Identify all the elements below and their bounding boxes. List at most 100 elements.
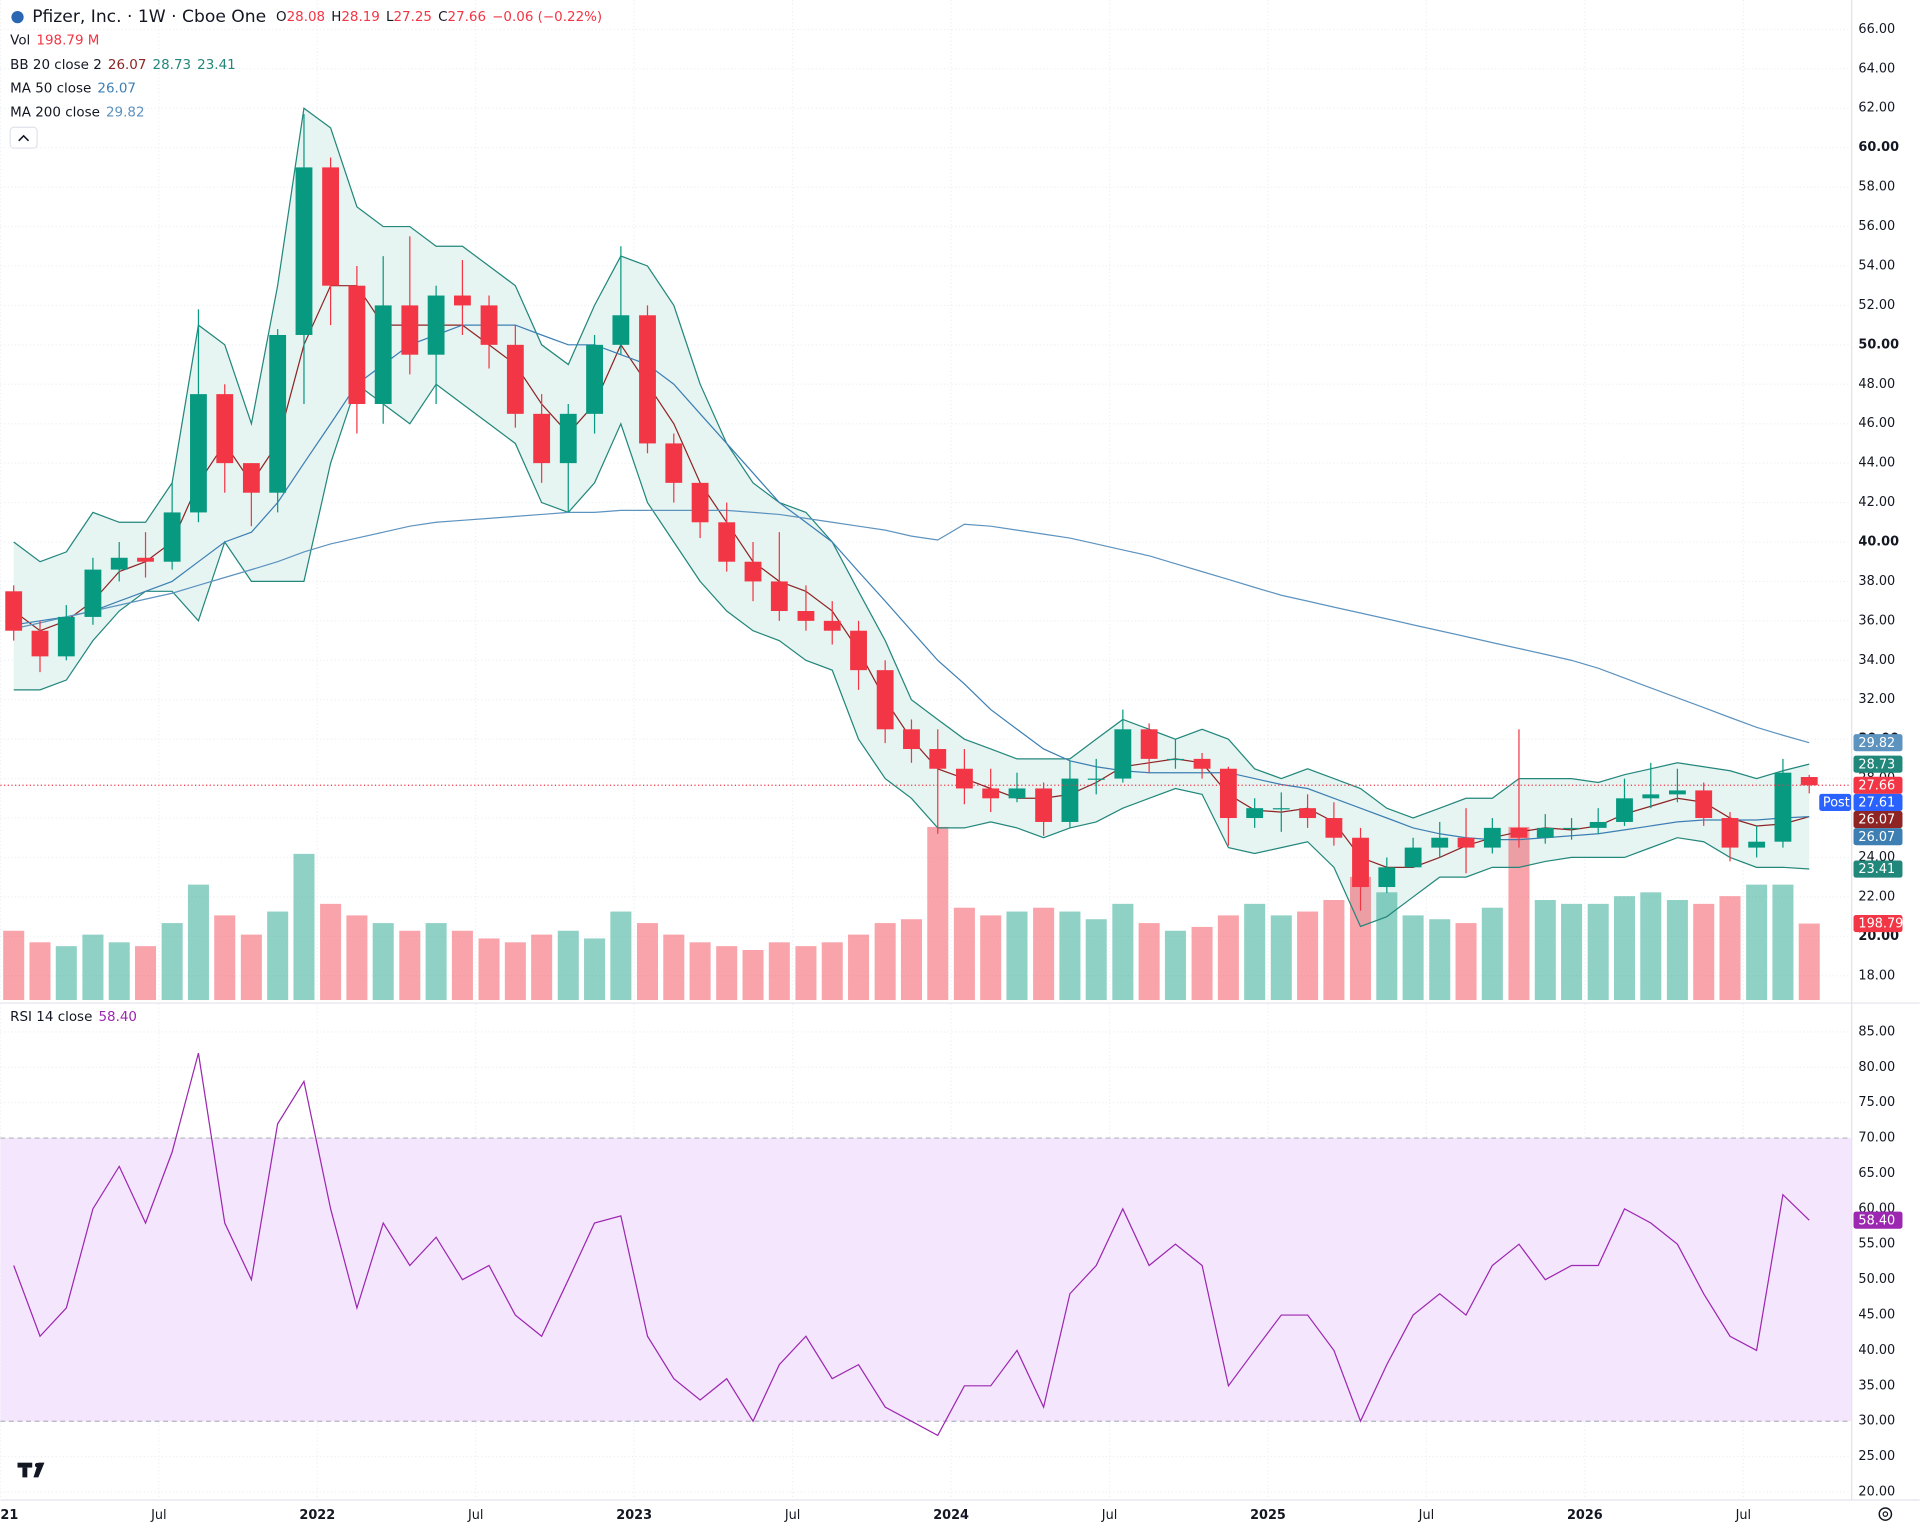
legend-name: MA 50 close — [10, 82, 91, 97]
candle-body — [1246, 808, 1264, 819]
candles — [5, 114, 1818, 911]
y-tick-label: 30.00 — [1858, 1414, 1895, 1429]
volume-bar — [1138, 923, 1160, 1001]
y-tick-label: 42.00 — [1858, 495, 1895, 510]
volume-bar — [900, 919, 922, 1001]
volume-bar — [1429, 919, 1451, 1001]
y-tick-label: 56.00 — [1858, 219, 1895, 234]
volume-bar — [1613, 896, 1636, 1001]
price-tag-label: 26.07 — [1858, 830, 1895, 845]
y-tick-label: 66.00 — [1858, 22, 1895, 37]
volume-bar — [1059, 911, 1081, 1001]
candle-body — [1299, 808, 1317, 819]
y-tick-label: 62.00 — [1858, 101, 1895, 116]
x-tick-label: Jul — [150, 1508, 167, 1523]
post-tag — [1819, 793, 1852, 812]
legend: Pfizer, Inc. · 1W · Cboe One O28.08 H28.19… — [10, 7, 602, 1025]
candle-body — [1642, 794, 1660, 799]
volume-bar — [399, 930, 421, 1001]
volume-bar — [267, 911, 289, 1001]
volume-bar — [55, 946, 77, 1001]
candle-body — [612, 315, 630, 345]
volume-bar — [3, 930, 25, 1001]
price-tag-label: 23.41 — [1858, 862, 1895, 877]
candle-body — [1457, 837, 1475, 848]
candle-body — [1035, 788, 1053, 822]
tv-logo-dot — [34, 1462, 40, 1468]
price-tag-label: 198.79 M — [1858, 917, 1918, 932]
legend-name: MA 200 close — [10, 106, 100, 121]
collapse-icon — [18, 134, 30, 142]
y-tick-label: 25.00 — [1858, 1449, 1895, 1464]
volume-bar — [1719, 896, 1741, 1001]
candle-body — [57, 616, 75, 657]
volume-bar — [1033, 907, 1055, 1001]
y-tick-label: 70.00 — [1858, 1131, 1895, 1146]
candle-body — [374, 305, 392, 404]
volume-bar — [108, 942, 130, 1001]
tv-logo-bar — [17, 1462, 33, 1468]
candle-body — [1483, 827, 1501, 848]
collapse-button[interactable] — [9, 126, 38, 149]
volume-bar — [1349, 876, 1372, 1001]
candle-body — [1721, 818, 1739, 848]
price-tag — [1853, 776, 1903, 794]
volume-bar — [1085, 919, 1107, 1001]
collapse-box[interactable] — [9, 126, 38, 149]
volume-bar — [451, 930, 473, 1001]
candle-body — [31, 630, 49, 657]
legend-row: RSI 14 close 58.40 — [10, 1010, 137, 1025]
candle-body — [454, 295, 471, 306]
candle-body — [1167, 758, 1184, 761]
volume-bar — [584, 938, 606, 1001]
candle-body — [1695, 790, 1713, 819]
y-tick-label: 80.00 — [1858, 1060, 1895, 1075]
y-tick-label: 46.00 — [1858, 416, 1895, 431]
candle-body — [770, 581, 788, 612]
volume-bar — [135, 946, 157, 1001]
legend-value: 26.07 — [97, 82, 136, 97]
volume-bar — [636, 923, 659, 1001]
volume-bar — [1746, 884, 1768, 1001]
volume-bar — [372, 923, 394, 1001]
price-tag — [1853, 828, 1903, 846]
y-tick-label: 35.00 — [1858, 1378, 1895, 1393]
volume-bar — [821, 942, 843, 1001]
price-tag — [1853, 811, 1903, 829]
settings-button[interactable] — [1878, 1507, 1893, 1521]
legend-name: BB 20 close 2 — [10, 58, 102, 73]
volume-bar — [1455, 923, 1477, 1001]
candle-body — [559, 413, 577, 464]
x-tick-label: Jul — [784, 1508, 801, 1523]
candle-body — [1774, 772, 1792, 842]
rsi-band — [0, 1137, 1852, 1422]
y-tick-label: 65.00 — [1858, 1166, 1895, 1181]
y-tick-label: 38.00 — [1858, 574, 1895, 589]
ohlc-key: H — [331, 10, 341, 25]
indicator-line — [13, 383, 1810, 928]
candle-body — [639, 315, 656, 444]
candle-body — [1563, 827, 1580, 830]
candle-body — [850, 630, 867, 671]
volume-bar — [531, 934, 553, 1001]
x-tick-label: Jul — [1418, 1508, 1434, 1523]
candle-body — [1616, 798, 1633, 822]
volume-bar — [1164, 930, 1186, 1001]
legend-value: 58.40 — [98, 1010, 137, 1025]
volume-bar — [1112, 903, 1134, 1001]
volume-bar — [1587, 903, 1609, 1001]
volume-bar — [1561, 903, 1583, 1001]
x-tick-label: 2022 — [299, 1508, 335, 1523]
settings-icon[interactable] — [1878, 1507, 1893, 1521]
indicator-line — [13, 509, 1810, 744]
indicator-line — [13, 324, 1810, 841]
candle-body — [1668, 790, 1686, 795]
candle-body — [1219, 768, 1237, 819]
header: Pfizer, Inc. · 1W · Cboe One O28.08 H28.19… — [32, 7, 602, 27]
candle-body — [137, 557, 154, 562]
legend-name: RSI 14 close — [10, 1010, 92, 1025]
rsi-line — [13, 1052, 1810, 1437]
legend-value: 26.07 — [108, 58, 147, 73]
candle-body — [797, 611, 815, 621]
ohlc-key: O — [276, 10, 287, 25]
